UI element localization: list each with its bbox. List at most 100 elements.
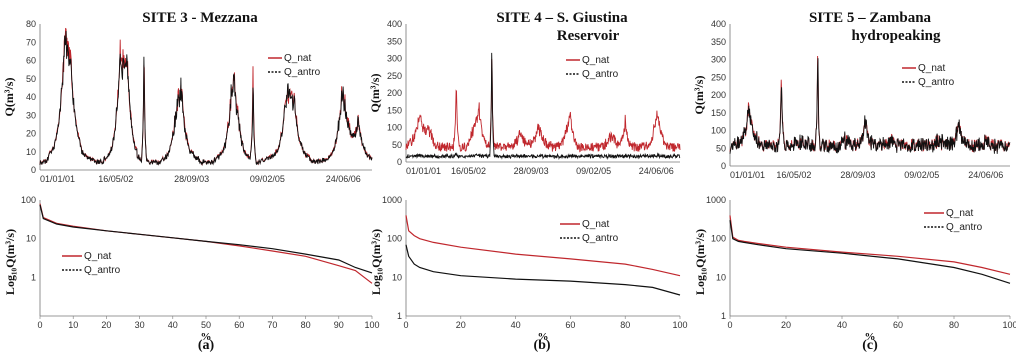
y-tick-label: 50 (26, 74, 36, 84)
x-tick-label: 20 (456, 320, 466, 330)
legend-label-q-antro: Q_antro (582, 69, 619, 80)
y-tick-label: 200 (387, 88, 402, 98)
y-axis-label: Q(m³/s) (368, 74, 382, 113)
x-tick-label: 0 (37, 320, 42, 330)
y-axis-label: Log₁₀Q(m³/s) (3, 229, 17, 295)
y-tick-label: 200 (711, 90, 726, 100)
y-tick-label: 400 (387, 19, 402, 29)
legend-label-q-nat: Q_nat (582, 219, 609, 230)
y-tick-label: 50 (716, 143, 726, 153)
x-tick-label: 40 (168, 320, 178, 330)
duration-curve-site-5: 1 10 100 1000 0 20 40 60 80 100% Log₁₀Q(m³/s) Q_nat… (693, 195, 1016, 343)
x-tick-label: 20 (101, 320, 111, 330)
series-line-q-antro (39, 30, 373, 166)
y-tick-label: 350 (387, 36, 402, 46)
legend-label-q-antro: Q_antro (582, 233, 619, 244)
x-tick-label: 10 (68, 320, 78, 330)
x-tick-label: 09/02/05 (576, 166, 611, 176)
y-axis-label: Log₁₀Q(m³/s) (693, 229, 707, 295)
panel-label: (a) (198, 338, 215, 353)
x-tick-label: 16/05/02 (98, 174, 133, 184)
legend-label-q-nat: Q_nat (582, 55, 609, 66)
x-tick-label: 24/06/06 (326, 174, 361, 184)
y-tick-label: 300 (387, 54, 402, 64)
duration-curve-site-3: 1 10 100 0 10 20 30 40 50 60 70 80 90 100% Log₁₀Q(m³/s… (3, 195, 380, 343)
y-tick-label: 1000 (382, 195, 402, 205)
x-tick-label: 80 (301, 320, 311, 330)
x-tick-label: 80 (949, 320, 959, 330)
x-tick-label: 40 (511, 320, 521, 330)
y-tick-label: 30 (26, 110, 36, 120)
y-tick-label: 70 (26, 37, 36, 47)
y-tick-label: 100 (711, 126, 726, 136)
chart-title-line2: hydropeaking (852, 28, 941, 44)
x-axis-label: % (538, 331, 549, 343)
y-tick-label: 20 (26, 129, 36, 139)
legend-label-q-antro: Q_antro (946, 222, 983, 233)
x-tick-label: 50 (201, 320, 211, 330)
hydrograph-site-3: 0 10 20 30 40 50 60 70 80 01/01/01 16/05/02 28/09/0… (2, 10, 373, 184)
chart-title: SITE 5 – Zambana (809, 10, 932, 26)
y-tick-label: 0 (31, 165, 36, 175)
series-line-q-nat (405, 215, 681, 277)
y-tick-label: 80 (26, 19, 36, 29)
y-axis-label: Q(m³/s) (2, 78, 16, 117)
y-tick-label: 60 (26, 56, 36, 66)
chart-title: SITE 3 - Mezzana (142, 10, 258, 26)
y-tick-label: 1000 (706, 195, 726, 205)
chart-title-line2: Reservoir (557, 28, 620, 44)
x-tick-label: 20 (781, 320, 791, 330)
y-tick-label: 10 (392, 272, 402, 282)
y-tick-label: 150 (711, 108, 726, 118)
x-tick-label: 70 (267, 320, 277, 330)
y-axis-label: Log₁₀Q(m³/s) (369, 229, 383, 295)
y-tick-label: 300 (711, 55, 726, 65)
y-tick-label: 250 (711, 72, 726, 82)
x-tick-label: 90 (334, 320, 344, 330)
x-tick-label: 09/02/05 (250, 174, 285, 184)
x-tick-label: 100 (672, 320, 687, 330)
series-line-q-antro (729, 58, 1011, 154)
hydrograph-site-4: 0 50 100 150 200 250 300 350 400 01/01/01 16/05/02… (368, 10, 681, 176)
y-tick-label: 1 (397, 311, 402, 321)
x-axis-label: % (201, 331, 212, 343)
legend-label-q-nat: Q_nat (284, 53, 311, 64)
y-tick-label: 350 (711, 37, 726, 47)
x-tick-label: 28/09/03 (174, 174, 209, 184)
x-tick-label: 24/06/06 (639, 166, 674, 176)
x-tick-label: 100 (1002, 320, 1016, 330)
x-tick-label: 28/09/03 (840, 170, 875, 180)
x-tick-label: 80 (620, 320, 630, 330)
y-tick-label: 150 (387, 105, 402, 115)
y-tick-label: 10 (26, 234, 36, 244)
y-tick-label: 400 (711, 19, 726, 29)
y-tick-label: 0 (397, 157, 402, 167)
x-tick-label: 0 (403, 320, 408, 330)
hydrograph-site-5: 0 50 100 150 200 250 300 350 400 01/01/01 16/05/02… (692, 10, 1011, 180)
y-axis-label: Q(m³/s) (692, 76, 706, 115)
series-line-q-antro (405, 52, 681, 161)
x-tick-label: 28/09/03 (514, 166, 549, 176)
legend-label-q-nat: Q_nat (918, 63, 945, 74)
x-tick-label: 60 (893, 320, 903, 330)
legend-label-q-nat: Q_nat (946, 208, 973, 219)
series-line-q-nat (405, 58, 681, 153)
x-tick-label: 16/05/02 (776, 170, 811, 180)
panel-label: (c) (862, 338, 878, 353)
x-tick-label: 100 (364, 320, 379, 330)
x-axis-label: % (865, 331, 876, 343)
y-tick-label: 50 (392, 140, 402, 150)
series-line-q-antro (729, 220, 1011, 284)
duration-curve-site-4: 1 10 100 1000 0 20 40 60 80 100% Log₁₀Q(m³/s) Q_nat… (369, 195, 688, 343)
y-tick-label: 1 (31, 272, 36, 282)
x-tick-label: 30 (135, 320, 145, 330)
y-tick-label: 100 (387, 234, 402, 244)
x-tick-label: 60 (234, 320, 244, 330)
series-line-q-antro (405, 244, 681, 296)
series-line-q-nat (729, 215, 1011, 275)
legend-label-q-antro: Q_antro (284, 67, 321, 78)
x-tick-label: 24/06/06 (968, 170, 1003, 180)
y-tick-label: 0 (721, 161, 726, 171)
y-tick-label: 10 (26, 147, 36, 157)
